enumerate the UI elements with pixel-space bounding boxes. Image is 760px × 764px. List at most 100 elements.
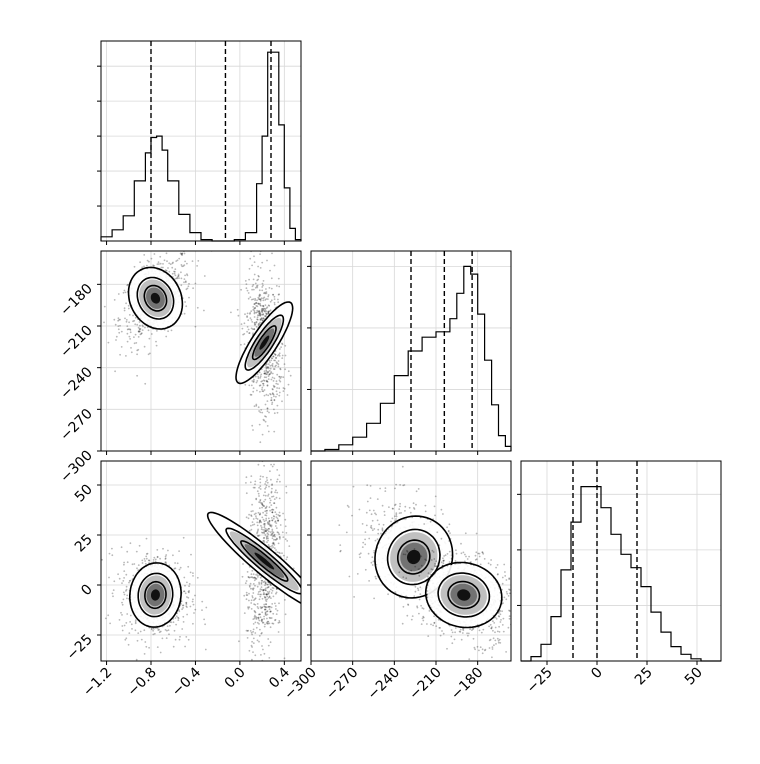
joint-0-2-sample [120,546,123,549]
joint-0-2-sample [278,474,281,477]
joint-0-2-sample [260,588,263,591]
joint-0-1-sample [147,329,150,332]
joint-0-2-sample [266,593,269,596]
joint-0-2-sample [121,603,124,606]
joint-0-1-sample [144,382,147,385]
joint-1-2-sample [494,616,497,619]
joint-0-1-sample [257,310,260,313]
joint-0-1-sample [264,315,267,318]
joint-0-2-sample [257,534,259,537]
joint-0-2-sample [266,537,268,539]
joint-0-1-sample [271,357,274,360]
joint-0-2-sample [252,637,255,640]
joint-0-2-sample [263,625,266,628]
joint-0-1-sample [271,363,274,365]
joint-1-2-sample [442,560,445,562]
histogram-0-bin-19 [279,125,285,241]
joint-1-2-sample [404,553,407,556]
joint-0-2-sample [122,591,125,594]
joint-0-2-sample [265,665,267,667]
joint-0-1-sample [265,379,268,382]
joint-0-2-sample [190,553,192,556]
joint-1-2-sample [426,547,429,550]
joint-0-1-sample [263,376,266,379]
joint-0-1-sample [141,266,144,269]
joint-0-1-sample [251,264,254,267]
joint-0-1-sample [260,373,263,376]
joint-1-2-sample [478,649,480,652]
joint-0-1-sample [260,308,263,311]
joint-1-2-sample [346,504,349,507]
joint-1-2-sample [476,645,479,648]
joint-0-1-sample [272,293,274,296]
joint-0-1-sample [264,415,266,417]
joint-0-1-sample [261,309,264,312]
joint-0-2-sample [264,491,266,494]
joint-1-2-sample [517,582,519,584]
joint-1-2-sample [513,635,515,637]
joint-0-2-sample [188,591,190,594]
joint-0-2-sample [268,545,270,548]
joint-0-1-sample [256,316,259,319]
joint-1-2-sample [514,606,516,608]
joint-0-2-sample [148,559,151,562]
joint-0-2-sample [265,506,268,509]
joint-0-2-sample [271,415,273,417]
joint-1-2-sample [430,568,433,570]
joint-0-1-sample [132,314,134,317]
joint-0-2-sample [259,498,262,501]
joint-0-1-sample [171,262,174,265]
joint-0-1-sample [259,390,261,393]
joint-0-2-sample [252,642,255,644]
joint-0-2-sample [274,520,277,522]
joint-0-1-sample [259,314,262,317]
joint-1-2-sample [431,568,434,571]
joint-0-2-sample [204,623,207,626]
joint-0-2-sample [145,557,148,560]
joint-1-2-sample [418,574,421,577]
joint-1-2-sample [492,629,494,632]
joint-1-2-sample [458,630,461,633]
joint-0-2-sample [172,645,175,648]
joint-0-1-sample [240,343,242,346]
joint-0-1-sample [250,394,253,396]
joint-0-2-sample [269,525,272,527]
joint-1-2-sample [443,559,445,562]
histogram-2-bin-3 [551,617,561,661]
joint-0-2-sample [250,576,253,579]
joint-0-2-sample [167,629,170,631]
joint-0-1-sample [262,297,265,300]
joint-0-2-sample [272,515,275,517]
joint-0-2-contour-1-2 [240,540,289,582]
joint-0-2-sample [101,558,103,561]
joint-0-1-sample [278,391,281,394]
joint-0-2-sample [275,591,278,594]
joint-1-2-sample [489,623,492,626]
joint-0-1-sample [267,312,270,314]
joint-1-2-sample [440,561,443,564]
joint-1-2-sample [481,667,483,669]
joint-1-2-sample [469,628,471,631]
joint-0-2-sample [249,630,252,632]
joint-0-2-sample [265,505,268,508]
joint-0-2-sample [269,545,272,548]
joint-0-2-sample [268,520,271,522]
joint-0-2-sample [273,498,276,500]
joint-0-1-sample [267,311,270,314]
joint-0-1-sample [276,362,279,365]
joint-1-2-sample [417,589,420,592]
joint-0-2-sample [254,611,257,614]
joint-0-1-sample [256,318,258,321]
joint-0-2-sample [271,622,274,625]
joint-0-2-sample [251,576,254,578]
joint-0-1-sample [273,399,276,401]
joint-0-1-density-1-3 [259,335,270,350]
joint-1-2-sample [370,561,373,564]
joint-0-2-sample [129,542,132,545]
joint-0-1-sample [125,355,127,357]
joint-0-1-sample [252,309,255,311]
joint-0-2-sample [173,629,176,632]
y-tick-label-1-2: −240 [57,364,96,403]
joint-0-2-sample [270,463,272,466]
joint-0-2-sample [261,516,264,519]
